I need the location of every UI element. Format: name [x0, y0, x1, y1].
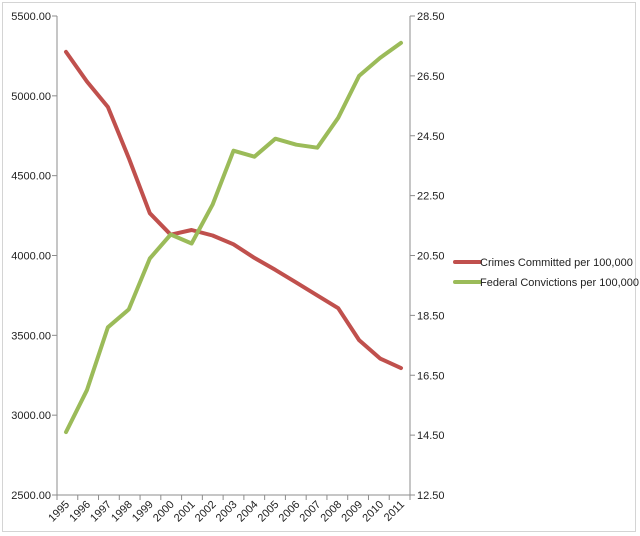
x-tick-label: 2002: [193, 499, 219, 525]
x-tick-label: 2010: [360, 499, 386, 525]
right-axis-ticks: 12.50 14.50 16.50 18.50 20.50 22.50 24.50 26.50…: [410, 11, 445, 502]
legend-label: Crimes Committed per 100,000: [480, 257, 633, 269]
x-tick-label: 2003: [214, 499, 240, 525]
left-tick-label: 3000.00: [11, 410, 51, 422]
axes: [56, 16, 411, 496]
left-tick-label: 2500.00: [11, 490, 51, 502]
x-tick-label: 2011: [382, 499, 407, 524]
right-tick-label: 28.50: [417, 11, 445, 23]
x-tick-label: 2000: [151, 499, 177, 525]
right-tick-label: 24.50: [417, 131, 445, 143]
x-tick-label: 2005: [256, 499, 282, 525]
right-tick-label: 12.50: [417, 490, 445, 502]
right-tick-label: 16.50: [417, 370, 445, 382]
x-tick-label: 1999: [130, 499, 156, 525]
x-tick-label: 1998: [109, 499, 135, 525]
left-axis-ticks: 2500.00 3000.00 3500.00 4000.00 4500.00 5000.…: [11, 11, 57, 502]
x-tick-label: 1996: [67, 499, 93, 525]
right-tick-label: 14.50: [417, 430, 445, 442]
right-tick-label: 18.50: [417, 310, 445, 322]
series-layer: [64, 40, 403, 435]
left-tick-label: 3500.00: [11, 330, 51, 342]
x-tick-label: 2007: [298, 499, 324, 525]
x-tick-label: 2006: [277, 499, 303, 525]
left-tick-label: 5000.00: [11, 91, 51, 103]
x-tick-label: 1997: [88, 499, 114, 525]
convictions-series-line: [64, 40, 403, 435]
x-tick-label: 2009: [339, 499, 365, 525]
left-tick-label: 4500.00: [11, 171, 51, 183]
x-tick-label: 2001: [172, 499, 198, 525]
x-axis-ticks: 1995199619971998199920002001200220032004…: [46, 495, 411, 525]
right-tick-label: 20.50: [417, 251, 445, 263]
legend-label: Federal Convictions per 100,000: [480, 277, 639, 289]
left-tick-label: 4000.00: [11, 251, 51, 263]
x-tick-label: 2008: [319, 499, 345, 525]
left-tick-label: 5500.00: [11, 11, 51, 23]
chart-frame: [2, 2, 636, 532]
x-tick-label: 2004: [235, 499, 261, 525]
right-tick-label: 22.50: [417, 191, 445, 203]
right-tick-label: 26.50: [417, 71, 445, 83]
legend: Crimes Committed per 100,000 Federal Conv…: [453, 257, 639, 289]
x-tick-label: 1995: [46, 499, 72, 525]
